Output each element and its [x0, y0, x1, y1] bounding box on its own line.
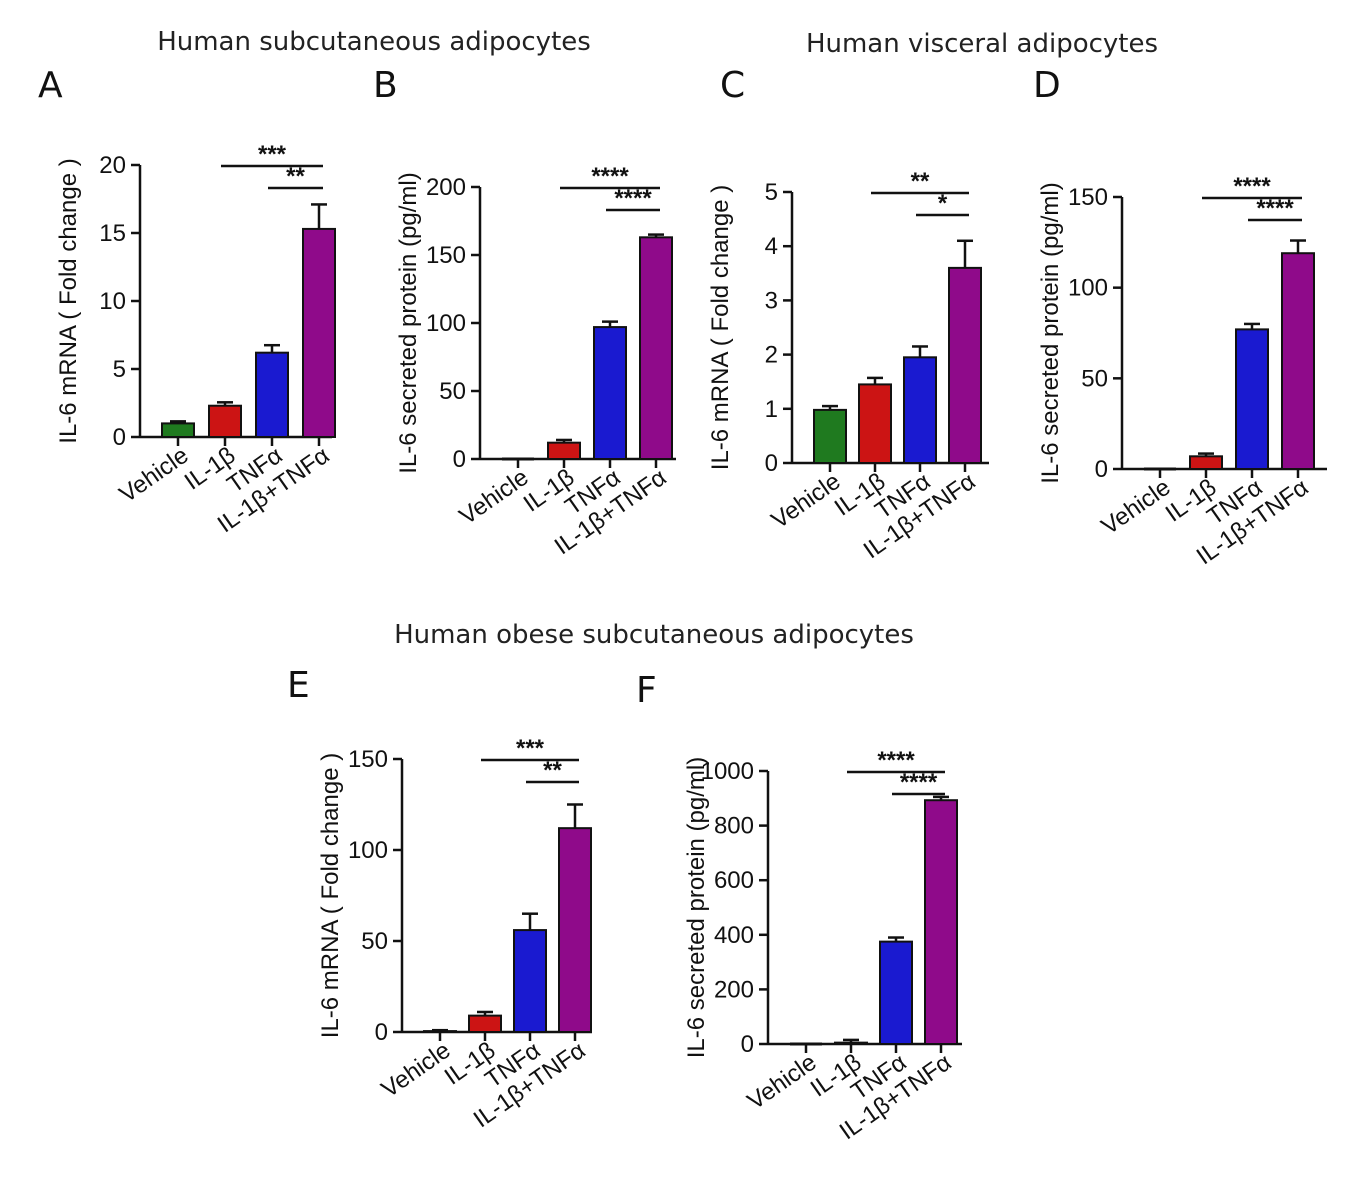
title-subcutaneous: Human subcutaneous adipocytes [157, 27, 591, 57]
significance-label: **** [1233, 173, 1271, 200]
y-tick-label: 4 [765, 233, 778, 260]
y-tick-label: 100 [348, 837, 388, 864]
significance-label: **** [614, 185, 652, 212]
significance-label: **** [591, 163, 629, 190]
y-tick-label: 3 [765, 287, 778, 314]
bar-f-3 [879, 940, 913, 1045]
bar-f-2 [834, 1041, 868, 1046]
y-tick-label: 100 [1068, 275, 1108, 302]
bar-c-1 [813, 408, 847, 465]
y-tick-label: 50 [439, 378, 466, 405]
bar-a-3 [255, 351, 289, 438]
y-tick-label: 200 [426, 174, 466, 201]
y-tick-label: 0 [765, 450, 778, 477]
y-tick-label: 50 [1081, 365, 1108, 392]
bar-d-2 [1189, 455, 1223, 471]
bar-b-2 [547, 441, 581, 460]
bar-c-3 [903, 356, 937, 464]
significance-label: *** [516, 735, 545, 762]
significance-label: **** [1256, 195, 1294, 222]
panel-letter: E [287, 665, 310, 706]
y-tick-label: 1 [765, 396, 778, 423]
y-tick-label: 800 [714, 813, 754, 840]
y-tick-label: 200 [714, 976, 754, 1003]
y-tick-label: 5 [765, 179, 778, 206]
y-tick-label: 150 [1068, 184, 1108, 211]
y-axis-label: IL-6 mRNA ( Fold change ) [55, 158, 82, 443]
y-tick-label: 0 [375, 1019, 388, 1046]
significance-label: *** [258, 141, 287, 168]
y-tick-label: 0 [453, 446, 466, 473]
bar-d-3 [1235, 328, 1269, 470]
bar-a-2 [208, 404, 242, 439]
y-axis-label: IL-6 mRNA ( Fold change ) [707, 185, 734, 470]
y-tick-label: 0 [741, 1031, 754, 1058]
y-tick-label: 10 [99, 288, 126, 315]
y-tick-label: 0 [113, 424, 126, 451]
title-visceral: Human visceral adipocytes [806, 29, 1158, 59]
y-axis-label: IL-6 secreted protein (pg/ml) [395, 172, 422, 473]
y-tick-label: 100 [426, 310, 466, 337]
panel-letter: F [636, 670, 657, 711]
bar-a-1 [161, 422, 195, 438]
panel-letter: C [720, 65, 745, 106]
significance-label: ** [911, 168, 930, 195]
y-tick-label: 2 [765, 342, 778, 369]
y-tick-label: 150 [426, 242, 466, 269]
bar-b-3 [593, 326, 627, 460]
panel-letter: A [38, 65, 63, 106]
bar-a-4 [302, 227, 336, 438]
y-axis-label: IL-6 secreted protein (pg/ml) [1037, 182, 1064, 483]
y-tick-label: 150 [348, 746, 388, 773]
significance-label: ** [286, 163, 305, 190]
y-tick-label: 600 [714, 867, 754, 894]
bar-b-4 [639, 236, 673, 460]
y-tick-label: 50 [361, 928, 388, 955]
bar-e-4 [558, 827, 592, 1033]
bar-d-4 [1281, 252, 1315, 470]
significance-label: **** [877, 747, 915, 774]
panel-letter: B [373, 65, 398, 106]
y-tick-label: 400 [714, 922, 754, 949]
y-tick-label: 5 [113, 356, 126, 383]
panel-letter: D [1033, 65, 1061, 106]
bar-f-4 [924, 799, 958, 1045]
bar-c-2 [858, 383, 892, 464]
y-axis-label: IL-6 mRNA ( Fold change ) [317, 753, 344, 1038]
bar-e-3 [513, 929, 547, 1034]
title-obese: Human obese subcutaneous adipocytes [394, 620, 914, 650]
y-tick-label: 0 [1095, 456, 1108, 483]
significance-label: * [938, 190, 948, 217]
y-tick-label: 15 [99, 220, 126, 247]
y-tick-label: 1000 [701, 758, 754, 785]
significance-label: **** [900, 769, 938, 796]
y-axis-label: IL-6 secreted protein (pg/ml) [683, 757, 710, 1058]
significance-label: ** [543, 757, 562, 784]
bar-c-4 [948, 266, 982, 464]
bar-e-2 [468, 1014, 502, 1033]
y-tick-label: 20 [99, 152, 126, 179]
